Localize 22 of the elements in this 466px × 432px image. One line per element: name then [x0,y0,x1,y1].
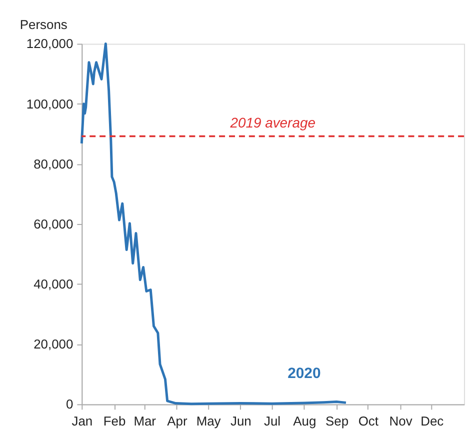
x-tick-label: Jun [230,414,252,429]
x-tick-label: Mar [134,414,157,429]
x-tick-label: Feb [103,414,126,429]
y-axis-title: Persons [20,16,68,32]
y-tick-label: 120,000 [26,36,74,52]
x-tick-label: Oct [358,414,379,429]
x-tick-label: Apr [167,414,188,429]
y-tick-label: 20,000 [34,336,74,352]
y-tick-label: 100,000 [26,96,74,112]
y-tick-label: 0 [66,396,74,412]
x-tick-label: Sep [326,414,349,429]
x-tick-label: Jul [264,414,281,429]
x-tick-label: May [196,414,222,429]
y-tick-label: 60,000 [34,216,74,232]
x-tick-label: Jan [72,414,93,429]
x-tick-label: Aug [293,414,316,429]
x-tick-label: Dec [420,414,444,429]
y-tick-label: 80,000 [34,156,74,172]
y-tick-label: 40,000 [34,276,74,292]
series-label: 2020 [288,364,321,382]
x-tick-label: Nov [389,414,413,429]
ref-line-label: 2019 average [229,114,316,130]
